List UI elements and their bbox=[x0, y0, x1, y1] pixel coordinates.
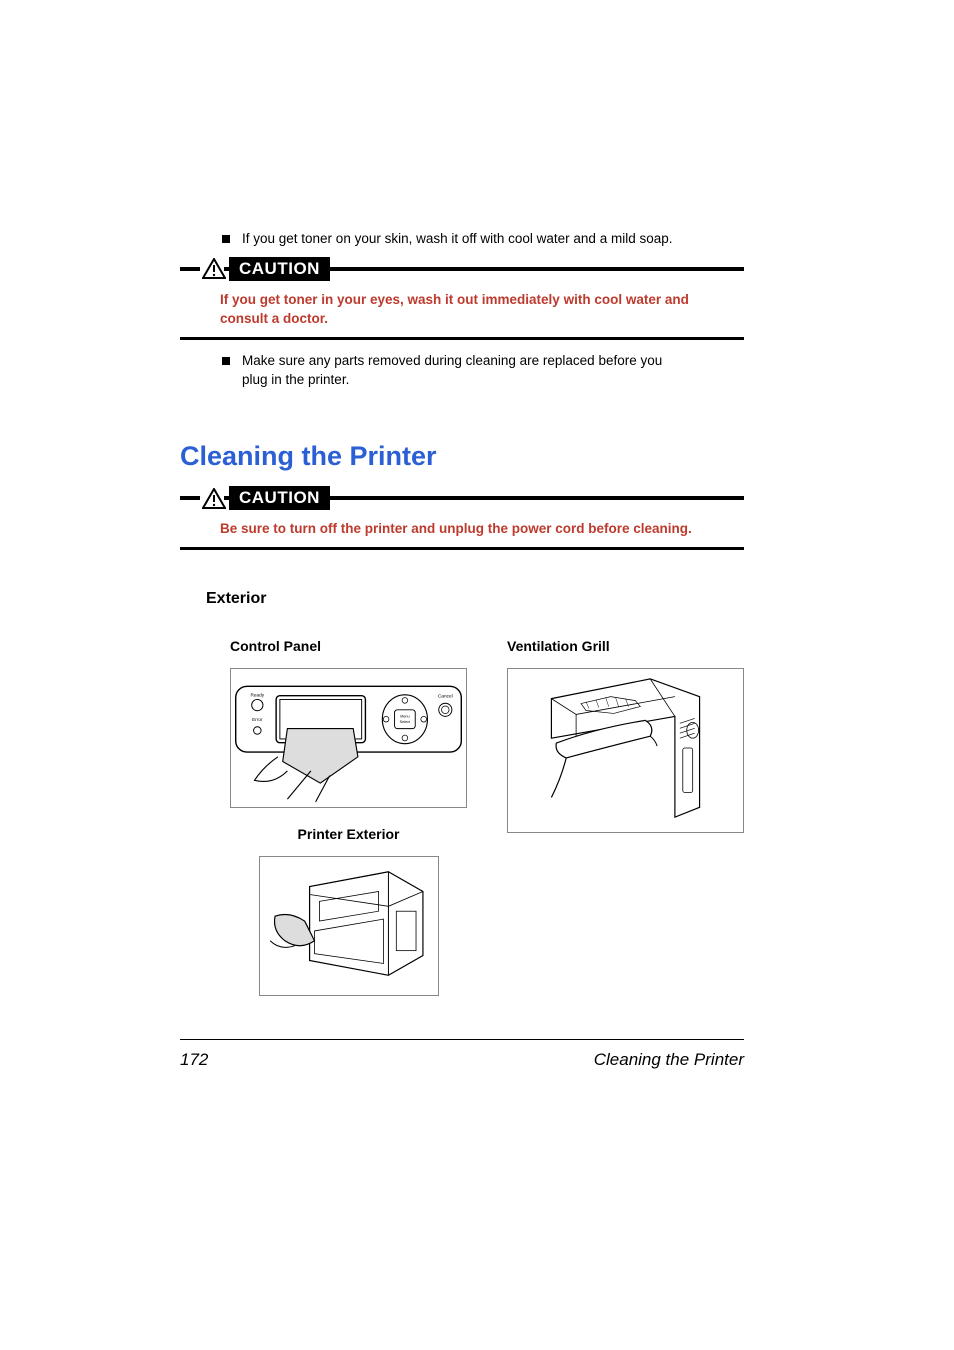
square-bullet-icon bbox=[222, 357, 230, 365]
printer-exterior-illustration bbox=[259, 856, 439, 996]
control-panel-svg: Ready Error Menu Select Cancel bbox=[231, 669, 466, 807]
caution-footer-rule bbox=[180, 547, 744, 550]
bullet-item: Make sure any parts removed during clean… bbox=[180, 352, 744, 390]
diagram-label: Control Panel bbox=[230, 638, 467, 654]
caution-header-inner: CAUTION bbox=[200, 257, 330, 281]
bullet-item: If you get toner on your skin, wash it o… bbox=[180, 230, 744, 249]
svg-text:Error: Error bbox=[252, 717, 263, 722]
bullet-text-line: Make sure any parts removed during clean… bbox=[242, 353, 662, 368]
footer-title: Cleaning the Printer bbox=[594, 1050, 744, 1070]
diagram-label: Printer Exterior bbox=[230, 826, 467, 842]
diagram-grid: Control Panel Ready Error Menu Select bbox=[180, 638, 744, 1014]
caution-header: CAUTION bbox=[180, 267, 744, 291]
warning-triangle-icon bbox=[200, 258, 224, 279]
svg-text:Select: Select bbox=[400, 720, 411, 724]
caution-text: If you get toner in your eyes, wash it o… bbox=[180, 291, 744, 337]
control-panel-illustration: Ready Error Menu Select Cancel bbox=[230, 668, 467, 808]
caution-block: CAUTION If you get toner in your eyes, w… bbox=[180, 267, 744, 340]
section-title: Cleaning the Printer bbox=[180, 441, 744, 472]
diagram-column-left: Control Panel Ready Error Menu Select bbox=[230, 638, 467, 1014]
diagram-label: Ventilation Grill bbox=[507, 638, 744, 654]
document-page: If you get toner on your skin, wash it o… bbox=[0, 0, 954, 1114]
svg-text:Menu: Menu bbox=[400, 715, 409, 719]
subsection-title: Exterior bbox=[180, 590, 744, 608]
ventilation-grill-svg bbox=[508, 669, 743, 832]
caution-header: CAUTION bbox=[180, 496, 744, 520]
caution-header-inner: CAUTION bbox=[200, 486, 330, 510]
diagram-column-right: Ventilation Grill bbox=[507, 638, 744, 1014]
caution-block: CAUTION Be sure to turn off the printer … bbox=[180, 496, 744, 550]
caution-footer-rule bbox=[180, 337, 744, 340]
warning-triangle-icon bbox=[200, 488, 224, 509]
page-footer: 172 Cleaning the Printer bbox=[180, 1039, 744, 1070]
caution-label: CAUTION bbox=[229, 257, 330, 281]
bullet-text: If you get toner on your skin, wash it o… bbox=[242, 230, 672, 249]
caution-text: Be sure to turn off the printer and unpl… bbox=[180, 520, 744, 547]
svg-text:Cancel: Cancel bbox=[438, 694, 453, 699]
bullet-text: Make sure any parts removed during clean… bbox=[242, 352, 662, 390]
bullet-text-line: plug in the printer. bbox=[242, 372, 349, 387]
page-number: 172 bbox=[180, 1050, 208, 1070]
square-bullet-icon bbox=[222, 235, 230, 243]
svg-text:Ready: Ready bbox=[251, 693, 265, 698]
caution-label: CAUTION bbox=[229, 486, 330, 510]
ventilation-grill-illustration bbox=[507, 668, 744, 833]
printer-exterior-svg bbox=[260, 857, 438, 995]
